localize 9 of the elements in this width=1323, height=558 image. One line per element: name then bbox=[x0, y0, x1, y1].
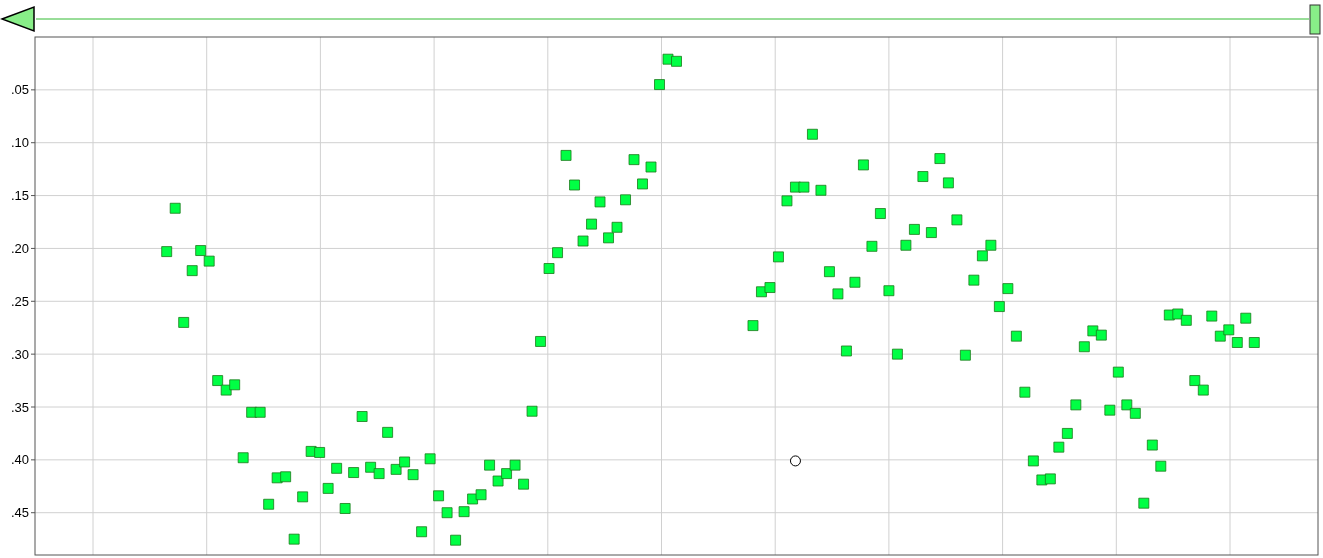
y-tick-label: .25 bbox=[10, 293, 29, 309]
y-tick-label: .20 bbox=[10, 240, 29, 256]
y-tick-label: .30 bbox=[10, 346, 29, 362]
y-tick-label: .15 bbox=[10, 188, 29, 204]
y-tick-label: .10 bbox=[10, 135, 29, 151]
y-tick-label: .35 bbox=[10, 399, 29, 415]
y-tick-label: .40 bbox=[10, 452, 29, 468]
y-tick-label: .05 bbox=[10, 82, 29, 98]
y-tick-label: .45 bbox=[10, 505, 29, 521]
